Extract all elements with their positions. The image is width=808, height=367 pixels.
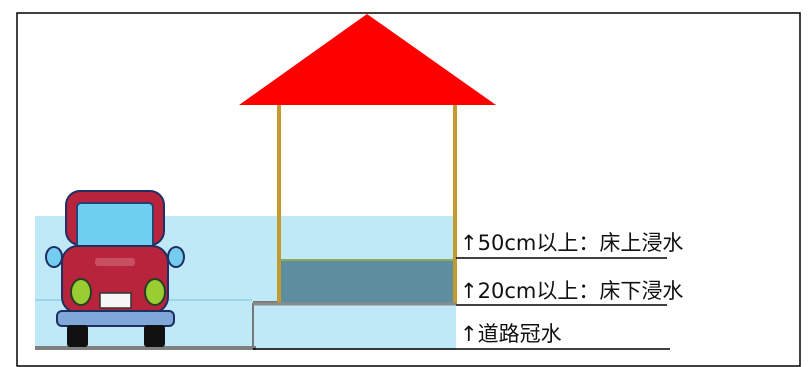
label-above-floor: ↑50cm以上：床上浸水 — [460, 231, 683, 255]
front-bumper — [56, 310, 175, 327]
car-windshield — [76, 202, 154, 249]
left-headlight — [70, 278, 92, 306]
car-grille — [95, 258, 135, 266]
label-road: ↑道路冠水 — [460, 322, 562, 346]
label-below-floor: ↑20cm以上：床下浸水 — [460, 279, 683, 303]
license-plate — [99, 292, 132, 309]
roof — [239, 14, 496, 105]
left-mirror — [45, 246, 63, 268]
road-surface — [35, 346, 256, 350]
car-icon — [45, 190, 185, 347]
right-wheel — [144, 325, 165, 347]
flood-water-below-floor — [277, 260, 456, 305]
right-mirror — [167, 246, 185, 268]
right-headlight — [144, 278, 166, 306]
curb-line — [253, 301, 279, 303]
house-icon — [239, 14, 496, 306]
left-wheel — [67, 325, 88, 347]
